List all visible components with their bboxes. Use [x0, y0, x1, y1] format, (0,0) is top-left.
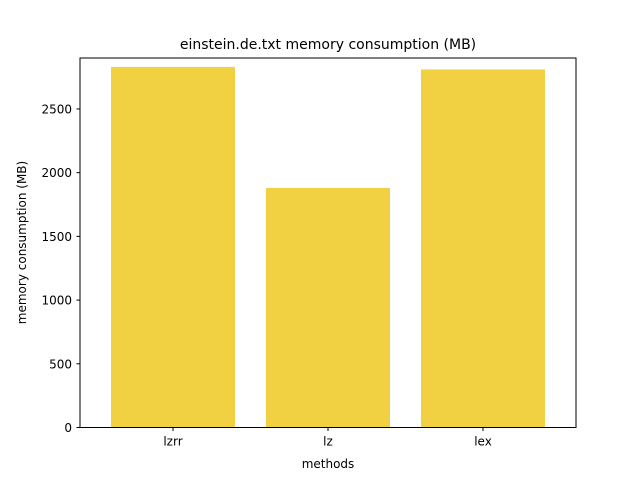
y-tick-label: 1500 — [41, 230, 72, 244]
bar-lex — [421, 69, 545, 428]
x-axis-label: methods — [302, 457, 355, 471]
y-axis-label: memory consumption (MB) — [15, 161, 29, 324]
x-tick-label: lzrr — [163, 435, 182, 449]
y-tick-label: 1000 — [41, 294, 72, 308]
y-tick-label: 2500 — [41, 102, 72, 116]
x-axis-ticks: lzrr lz lex — [163, 427, 492, 449]
y-tick-label: 0 — [64, 421, 72, 435]
plot-frame — [79, 57, 577, 428]
y-axis-ticks: 0 500 1000 1500 2000 2500 — [41, 102, 80, 435]
y-tick-label: 500 — [49, 357, 72, 371]
x-tick-label: lex — [474, 435, 492, 449]
x-tick-label: lz — [323, 435, 333, 449]
bar-lzrr — [111, 66, 235, 428]
chart-title: einstein.de.txt memory consumption (MB) — [180, 37, 476, 53]
bars-layer — [111, 66, 545, 428]
bar-lz — [266, 187, 390, 428]
y-tick-label: 2000 — [41, 166, 72, 180]
